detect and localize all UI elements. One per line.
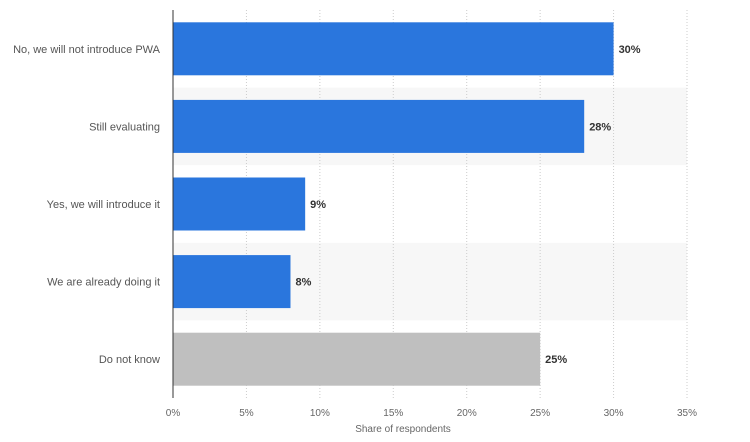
x-tick-label: 15% [383, 408, 403, 419]
category-label: No, we will not introduce PWA [13, 44, 161, 56]
value-label: 9% [310, 199, 326, 211]
category-label: We are already doing it [47, 277, 160, 289]
x-tick-label: 30% [604, 408, 624, 419]
bar [173, 99, 585, 153]
category-label: Yes, we will introduce it [47, 199, 160, 211]
value-label: 30% [619, 44, 641, 56]
bar [173, 332, 541, 386]
x-axis-title: Share of respondents [355, 424, 451, 435]
bars [173, 22, 614, 386]
bar [173, 22, 614, 76]
x-tick-label: 25% [530, 408, 550, 419]
category-label: Do not know [99, 354, 160, 366]
value-label: 28% [589, 121, 611, 133]
x-tick-label: 10% [310, 408, 330, 419]
x-tick-label: 5% [239, 408, 254, 419]
value-label: 25% [545, 354, 567, 366]
x-tick-label: 0% [166, 408, 181, 419]
value-label: 8% [295, 277, 311, 289]
x-tick-labels: 0% 5% 10% 15% 20% 25% 30% 35% [166, 408, 697, 419]
value-labels: 30% 28% 9% 8% 25% [295, 44, 640, 366]
category-labels: No, we will not introduce PWA Still evalu… [13, 44, 161, 366]
category-label: Still evaluating [89, 121, 160, 133]
bar [173, 177, 306, 231]
x-tick-label: 35% [677, 408, 697, 419]
bar [173, 255, 291, 309]
x-tick-label: 20% [457, 408, 477, 419]
